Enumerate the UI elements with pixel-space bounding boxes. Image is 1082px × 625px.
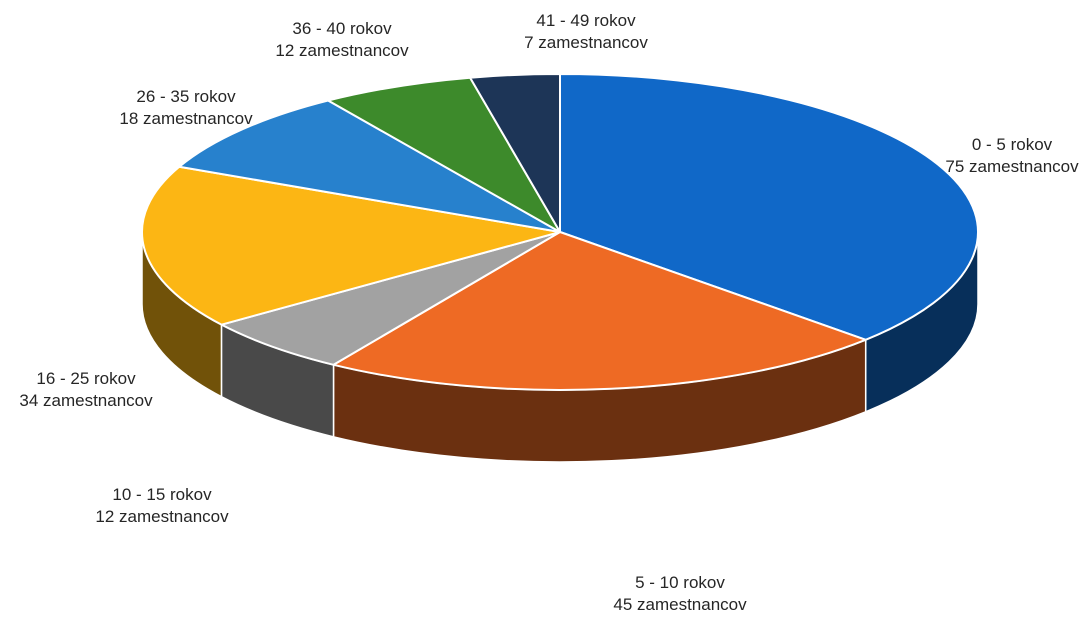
slice-6-top (469, 73, 561, 233)
slice-5-top (327, 76, 561, 233)
pie-top-layer (141, 73, 979, 391)
slice-2-label-count: 12 zamestnancov (95, 507, 229, 526)
slice-2-top (220, 231, 561, 366)
slice-3-top (141, 165, 561, 326)
slice-4-label-count: 18 zamestnancov (119, 109, 253, 128)
slice-1-label-range: 5 - 10 rokov (635, 573, 725, 592)
slice-6-label-count: 7 zamestnancov (524, 33, 648, 52)
slice-2-label-range: 10 - 15 rokov (112, 485, 212, 504)
slice-3-label-count: 34 zamestnancov (19, 391, 153, 410)
slice-6-label: 41 - 49 rokov 7 zamestnancov (524, 11, 648, 52)
slice-6-label-range: 41 - 49 rokov (536, 11, 636, 30)
slice-3-label-range: 16 - 25 rokov (36, 369, 136, 388)
slice-5-label-range: 36 - 40 rokov (292, 19, 392, 38)
slice-5-label-count: 12 zamestnancov (275, 41, 409, 60)
slice-1-label-count: 45 zamestnancov (613, 595, 747, 614)
pie-labels-layer: 0 - 5 rokov 75 zamestnancov 5 - 10 rokov 45… (19, 11, 1079, 614)
slice-3-label: 16 - 25 rokov 34 zamestnancov (19, 369, 153, 410)
slice-1-label: 5 - 10 rokov 45 zamestnancov (613, 573, 747, 614)
slice-4-label-range: 26 - 35 rokov (136, 87, 236, 106)
slice-0-label-count: 75 zamestnancov (945, 157, 1079, 176)
slice-0-top (559, 73, 979, 341)
slice-5-label: 36 - 40 rokov 12 zamestnancov (275, 19, 409, 60)
slice-4-top (178, 99, 561, 233)
slice-1-top (332, 231, 867, 391)
slice-0-label-range: 0 - 5 rokov (972, 135, 1053, 154)
slice-4-label: 26 - 35 rokov 18 zamestnancov (119, 87, 253, 128)
slice-0-label: 0 - 5 rokov 75 zamestnancov (945, 135, 1079, 176)
slice-2-label: 10 - 15 rokov 12 zamestnancov (95, 485, 229, 526)
